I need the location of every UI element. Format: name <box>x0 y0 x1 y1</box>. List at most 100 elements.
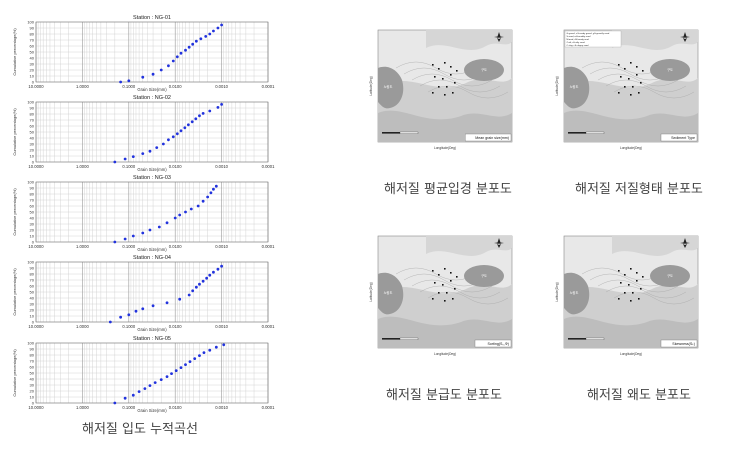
data-point <box>148 149 152 153</box>
data-point <box>189 207 193 211</box>
data-point <box>216 267 220 271</box>
station-marker <box>624 274 626 276</box>
data-point <box>174 369 178 372</box>
curve-chart-2: Station : NG-02 0 10 20 30 40 50 60 70 80 90 100 10.… <box>0 92 290 172</box>
data-point <box>171 135 175 139</box>
x-tick-label: 10.0000 <box>28 84 44 89</box>
chart-title: Station : NG-04 <box>133 255 171 261</box>
data-point <box>171 59 175 63</box>
data-point <box>201 279 205 283</box>
scale-bar <box>585 337 605 340</box>
station-marker <box>442 284 444 286</box>
data-point <box>209 191 213 195</box>
x-tick-label: 0.1000 <box>122 324 135 329</box>
map-legend-text: Sorting(S₀,Φ) <box>487 342 509 346</box>
data-point <box>184 363 187 366</box>
station-marker <box>628 78 630 80</box>
y-tick-label: 60 <box>30 44 35 49</box>
y-tick-label: 40 <box>30 56 35 61</box>
x-tick-label: 0.1000 <box>122 164 135 169</box>
map-caption: 해저질 분급도 분포도 <box>386 388 502 403</box>
y-tick-label: 80 <box>30 192 35 197</box>
data-point <box>179 366 183 369</box>
station-marker <box>444 62 446 64</box>
data-point <box>186 123 190 127</box>
y-tick-label: 60 <box>30 284 35 289</box>
data-point <box>194 117 198 121</box>
map-x-label: Longitude(Deg) <box>434 352 456 356</box>
y-tick-label: 90 <box>30 186 35 191</box>
station-marker <box>618 92 620 94</box>
x-tick-label: 0.0100 <box>169 84 182 89</box>
map-y-label: Latitude(Deg) <box>555 76 559 95</box>
y-tick-label: 100 <box>27 180 34 185</box>
station-marker <box>636 272 638 274</box>
y-tick-label: 50 <box>30 50 35 55</box>
island-right <box>464 59 504 81</box>
data-point <box>141 307 145 311</box>
island-right <box>464 265 504 287</box>
y-tick-label: 10 <box>30 154 35 159</box>
y-tick-label: 0 <box>32 240 35 245</box>
station-marker <box>630 300 632 302</box>
station-marker <box>636 66 638 68</box>
contour-line <box>427 85 509 99</box>
data-point <box>167 138 170 142</box>
y-tick-label: 20 <box>30 389 35 394</box>
island-left-label: 노량도 <box>384 290 393 295</box>
data-point <box>220 103 224 106</box>
y-tick-label: 90 <box>30 266 35 271</box>
x-tick-label: 0.0010 <box>215 324 228 329</box>
station-marker <box>630 62 632 64</box>
x-tick-label: 1.0000 <box>76 84 89 89</box>
data-point <box>165 301 169 305</box>
contour-band <box>426 236 512 256</box>
y-tick-label: 100 <box>27 341 34 346</box>
y-tick-label: 40 <box>30 136 35 141</box>
map-y-label: Latitude(Deg) <box>555 282 559 301</box>
contour-line <box>419 285 501 299</box>
x-tick-label: 10.0000 <box>28 405 44 410</box>
data-point <box>222 343 226 347</box>
station-marker <box>642 276 644 278</box>
data-point <box>190 120 194 124</box>
data-point <box>199 37 203 41</box>
station-marker <box>628 284 630 286</box>
data-point <box>155 146 159 149</box>
y-tick-label: 70 <box>30 38 35 43</box>
y-tick-label: 40 <box>30 216 35 221</box>
data-point <box>191 289 195 293</box>
data-point <box>141 231 145 235</box>
station-marker <box>618 298 620 300</box>
data-point <box>193 357 197 360</box>
station-marker <box>432 298 434 300</box>
y-tick-label: 80 <box>30 112 35 117</box>
station-marker <box>620 76 622 78</box>
sediment-key-line: S:sand, mS:muddy sand <box>567 36 592 38</box>
contour-line <box>395 61 477 75</box>
station-marker <box>620 282 622 284</box>
x-tick-label: 0.0001 <box>262 244 275 249</box>
compass-rose-icon <box>680 32 690 42</box>
y-tick-label: 40 <box>30 377 35 382</box>
y-tick-label: 20 <box>30 228 35 233</box>
data-point <box>212 29 215 33</box>
station-marker <box>450 66 452 68</box>
scale-bar <box>382 338 400 340</box>
data-point <box>178 297 182 301</box>
y-tick-label: 60 <box>30 365 35 370</box>
y-tick-label: 20 <box>30 68 35 73</box>
x-tick-label: 0.0001 <box>262 164 275 169</box>
y-tick-label: 90 <box>30 347 35 352</box>
contour-line <box>395 267 477 281</box>
data-point <box>187 293 191 297</box>
y-tick-label: 20 <box>30 308 35 313</box>
data-point <box>214 184 218 188</box>
scale-bar <box>585 131 605 134</box>
map-legend-box <box>474 339 512 348</box>
x-tick-label: 0.0010 <box>215 405 228 410</box>
y-tick-label: 90 <box>30 26 35 31</box>
y-axis-label: Cumulative percentage(%) <box>12 268 17 316</box>
y-tick-label: 30 <box>30 62 35 67</box>
